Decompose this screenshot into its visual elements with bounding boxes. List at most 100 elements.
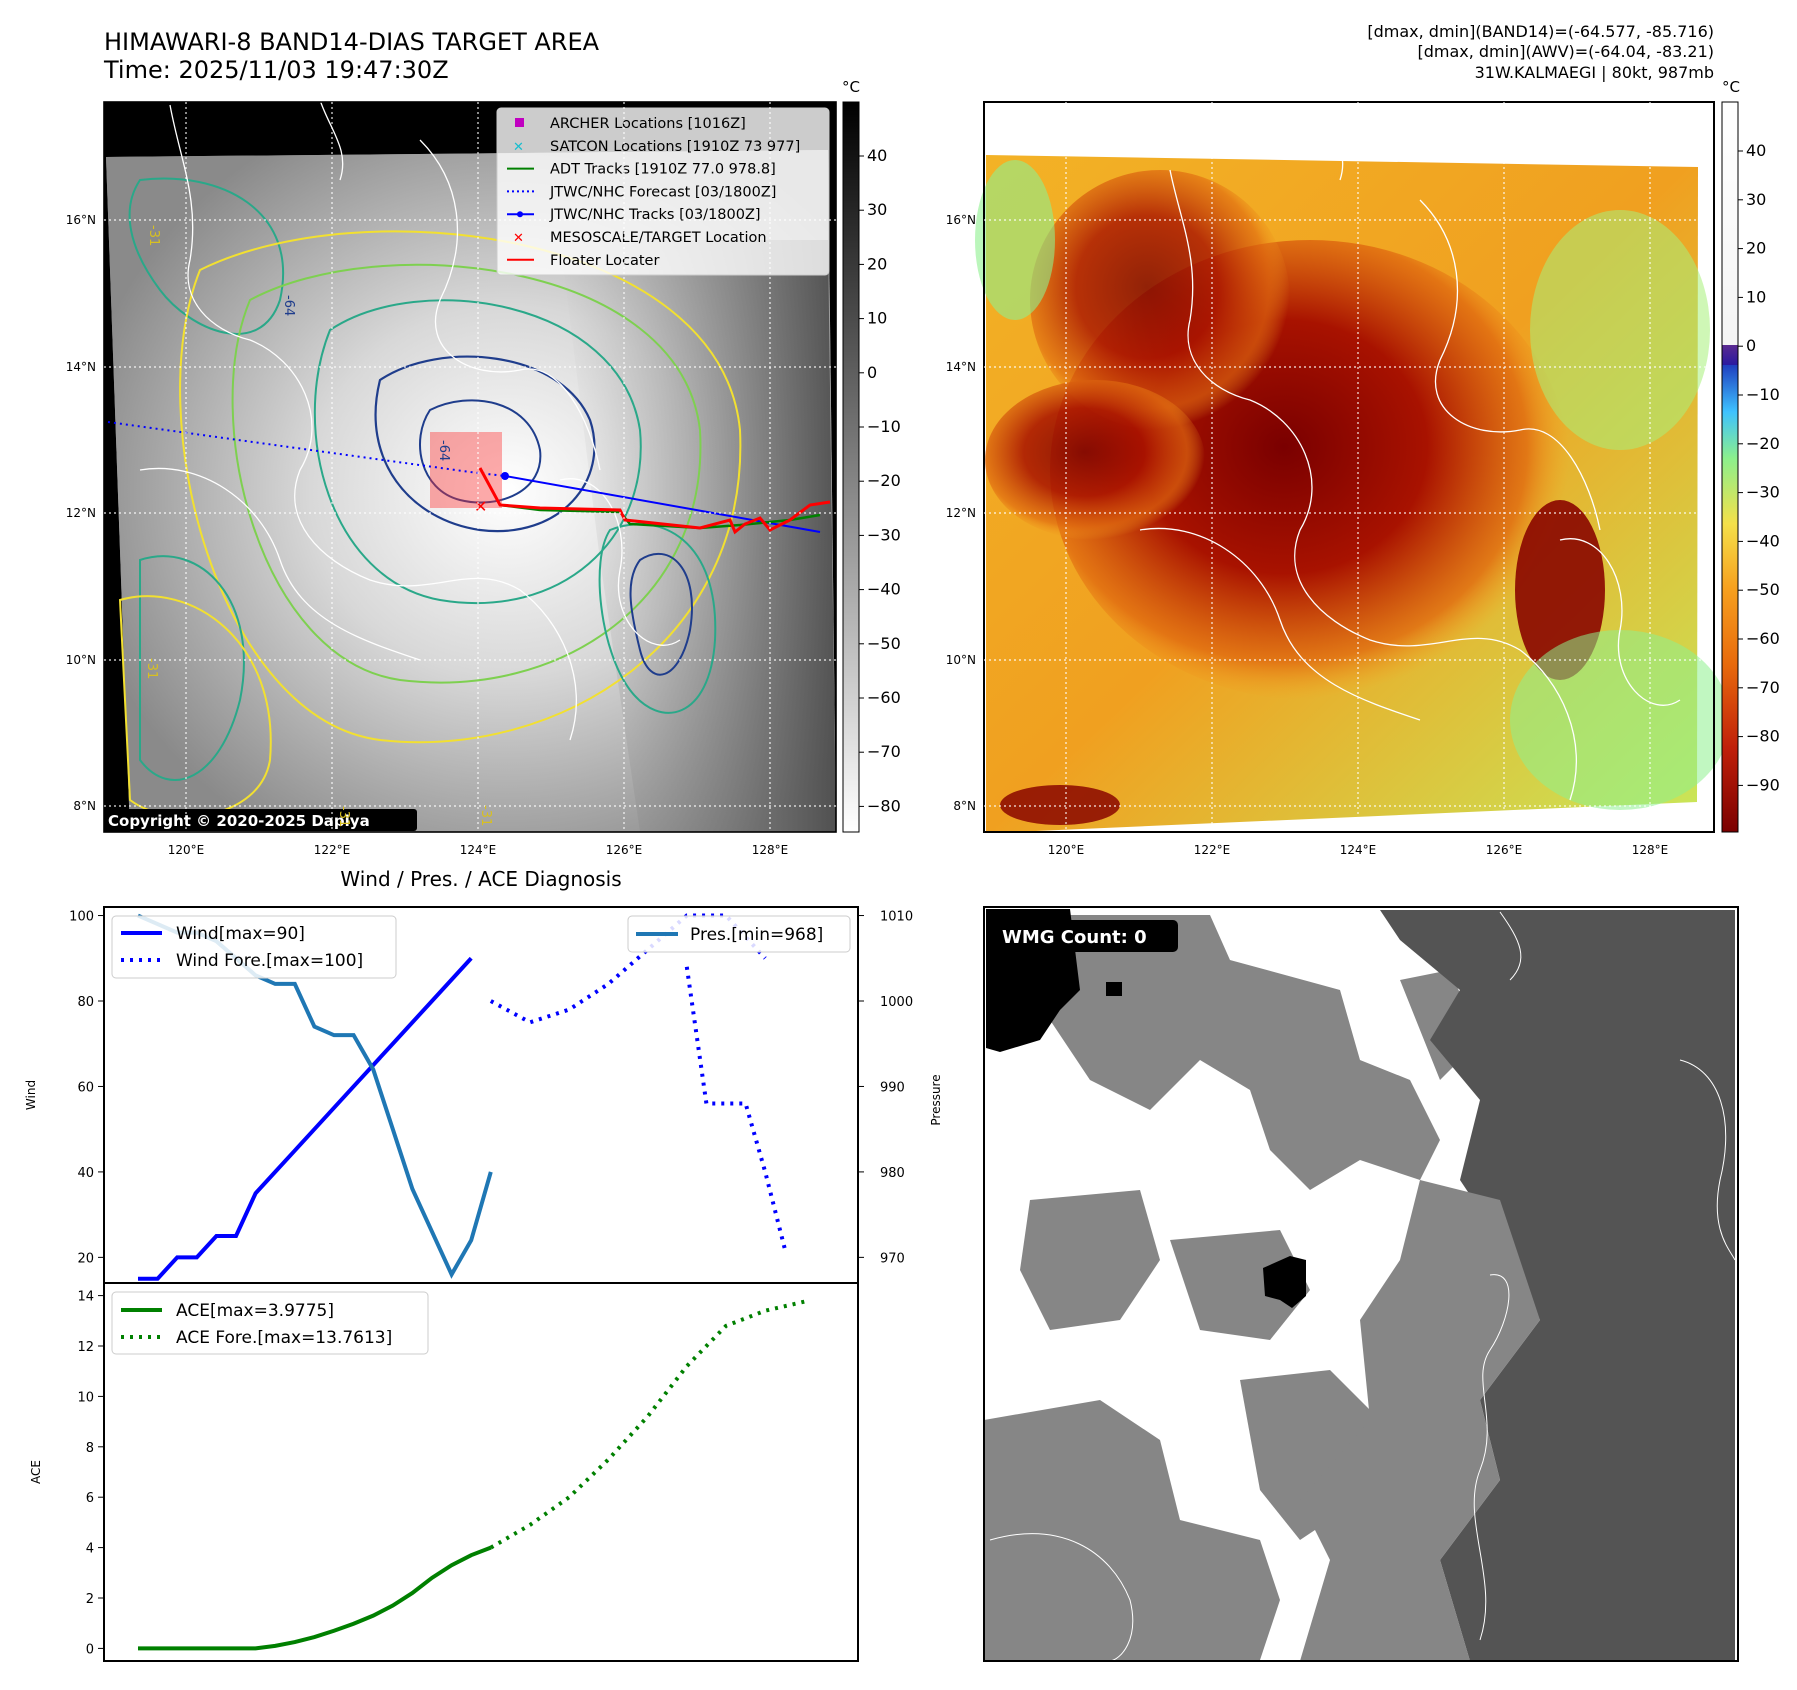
ir-colorbar-unit: °C bbox=[842, 78, 860, 96]
pressure-y-tick-label: 1000 bbox=[880, 995, 913, 1010]
legend-marker-square bbox=[515, 118, 524, 127]
ace-legend-label: ACE[max=3.9775] bbox=[176, 1301, 334, 1321]
ir-lat-label: 12°N bbox=[66, 506, 96, 520]
awv-colorbar-tick-label: −80 bbox=[1746, 727, 1780, 746]
wind-y-tick-label: 100 bbox=[69, 910, 94, 925]
awv-dry-south bbox=[1000, 785, 1120, 825]
ace-axis-label: ACE bbox=[29, 1460, 43, 1484]
awv-colorbar-tick-label: 40 bbox=[1746, 141, 1766, 160]
contour-label: -64 bbox=[281, 295, 296, 316]
awv-dry-north bbox=[1030, 170, 1290, 430]
wmg-panel: WMG Count: 0 bbox=[983, 906, 1739, 1662]
awv-map-panel: 16°N 14°N 12°N 10°N 8°N 120°E 122°E 124°E 126°E 1… bbox=[946, 99, 1730, 857]
wind-legend-box bbox=[111, 915, 397, 979]
ir-lon-label: 120°E bbox=[168, 843, 205, 857]
ir-lat-label: 8°N bbox=[73, 799, 96, 813]
ir-colorbar-tick-label: −10 bbox=[867, 417, 901, 436]
pressure-legend-box bbox=[627, 915, 851, 953]
wmg-count-badge bbox=[993, 920, 1178, 952]
ace-y-tick-label: 6 bbox=[86, 1491, 94, 1506]
legend-item-label: JTWC/NHC Tracks [03/1800Z] bbox=[549, 207, 761, 223]
pressure-y-tick-label: 970 bbox=[880, 1251, 905, 1266]
wind-axis-label: Wind bbox=[24, 1080, 38, 1110]
copyright-badge bbox=[104, 809, 417, 831]
wind-legend-label: Wind[max=90] bbox=[176, 924, 305, 944]
awv-colorbar-tick-label: 0 bbox=[1746, 336, 1756, 355]
awv-colorbar: °C 40 30 20 10 0 −10 −20 −30 −40 −50 −60 −70 −80 −90 bbox=[1721, 78, 1780, 833]
ir-legend-box bbox=[496, 107, 830, 276]
pressure-y-tick-label: 1010 bbox=[880, 910, 913, 925]
pressure-y-tick-label: 980 bbox=[880, 1166, 905, 1181]
ace-series-line-1 bbox=[489, 1299, 805, 1550]
awv-dry-west bbox=[985, 380, 1205, 540]
ir-colorbar-tick-label: 30 bbox=[867, 200, 887, 219]
ir-colorbar-tick-label: −20 bbox=[867, 471, 901, 490]
ir-colorbar-tick-label: −30 bbox=[867, 525, 901, 544]
ir-lon-label: 126°E bbox=[606, 843, 643, 857]
contour-label: -31 bbox=[144, 658, 159, 679]
awv-colorbar-upper bbox=[1722, 102, 1738, 345]
ir-lat-label: 16°N bbox=[66, 213, 96, 227]
wmg-coastlines bbox=[989, 911, 1736, 1662]
awv-colorbar-tick-label: −20 bbox=[1746, 434, 1780, 453]
awv-lat-label: 14°N bbox=[946, 360, 976, 374]
ace-y-tick-label: 14 bbox=[77, 1290, 94, 1305]
awv-colorbar-tick-label: −10 bbox=[1746, 385, 1780, 404]
contour-label: -64 bbox=[436, 440, 451, 461]
awv-colorbar-tick-label: −70 bbox=[1746, 678, 1780, 697]
awv-colorbar-tick-label: −50 bbox=[1746, 580, 1780, 599]
awv-dry-east bbox=[1515, 500, 1605, 680]
ir-lon-label: 124°E bbox=[460, 843, 497, 857]
awv-moist-southeast bbox=[1510, 630, 1730, 810]
jtwc-forecast-track bbox=[107, 421, 506, 477]
ace-y-tick-label: 10 bbox=[77, 1390, 94, 1405]
ir-colorbar-tick-label: 0 bbox=[867, 363, 877, 382]
legend-marker-x: ✕ bbox=[513, 140, 524, 155]
pressure-legend-label: Pres.[min=968] bbox=[690, 925, 823, 945]
wind-pressure-chart: 20 40 60 80 100 970 980 990 1000 1010 Wind Pressu… bbox=[24, 906, 943, 1284]
ir-colorbar-bar bbox=[842, 101, 860, 833]
legend-marker-dot bbox=[517, 211, 523, 218]
awv-map-frame bbox=[983, 101, 1715, 833]
legend-item-label: ADT Tracks [1910Z 77.0 978.8] bbox=[550, 162, 776, 178]
legend-item-label: ARCHER Locations [1016Z] bbox=[550, 116, 746, 132]
ace-y-tick-label: 2 bbox=[86, 1592, 94, 1607]
ir-colorbar-tick-label: −50 bbox=[867, 634, 901, 653]
ace-legend-label: ACE Fore.[max=13.7613] bbox=[176, 1328, 392, 1348]
target-location-marker: ✕ bbox=[474, 497, 487, 516]
ir-lon-label: 128°E bbox=[752, 843, 789, 857]
awv-colorbar-tick-label: −60 bbox=[1746, 629, 1780, 648]
ace-chart: 0 2 4 6 8 10 12 14 ACE ACE[max=3.9775] ACE Fore.… bbox=[29, 1282, 859, 1662]
ir-legend: ARCHER Locations [1016Z] ✕ SATCON Location… bbox=[496, 107, 830, 276]
ace-y-tick-label: 0 bbox=[86, 1642, 94, 1657]
legend-item-label: Floater Locater bbox=[550, 253, 659, 269]
ace-frame bbox=[103, 1282, 859, 1662]
ace-legend-box bbox=[111, 1291, 429, 1355]
ir-colorbar-tick-label: −40 bbox=[867, 580, 901, 599]
awv-colorbar-tick-label: −40 bbox=[1746, 531, 1780, 550]
wmg-frame bbox=[983, 906, 1739, 1662]
contour-label: -31 bbox=[336, 806, 351, 827]
ir-lat-label: 14°N bbox=[66, 360, 96, 374]
info-line-2: [dmax, dmin](AWV)=(-64.04, -83.21) bbox=[1417, 42, 1714, 61]
ir-colorbar: °C 40 30 20 10 0 −10 −20 −30 −40 −50 −60 −70 −80 bbox=[842, 78, 901, 833]
awv-lon-label: 124°E bbox=[1340, 843, 1377, 857]
legend-marker-x: ✕ bbox=[513, 231, 524, 246]
awv-moist-west bbox=[975, 160, 1055, 320]
ir-colorbar-tick-label: 10 bbox=[867, 309, 887, 328]
ir-colorbar-tick-label: −60 bbox=[867, 688, 901, 707]
ir-lat-label: 10°N bbox=[66, 653, 96, 667]
contour-label: -31 bbox=[478, 805, 493, 826]
jtwc-track-point bbox=[501, 472, 509, 480]
awv-moist-east bbox=[1530, 210, 1710, 450]
awv-colorbar-frame bbox=[1721, 101, 1739, 833]
ace-y-tick-label: 4 bbox=[86, 1542, 94, 1557]
adt-track bbox=[499, 503, 821, 530]
awv-lat-label: 16°N bbox=[946, 213, 976, 227]
wind-y-tick-label: 80 bbox=[77, 995, 94, 1010]
awv-colorbar-tick-label: 20 bbox=[1746, 239, 1766, 258]
ir-colorbar-tick-label: 20 bbox=[867, 254, 887, 273]
awv-colorbar-unit: °C bbox=[1722, 78, 1740, 96]
series-line-3 bbox=[684, 966, 787, 1250]
